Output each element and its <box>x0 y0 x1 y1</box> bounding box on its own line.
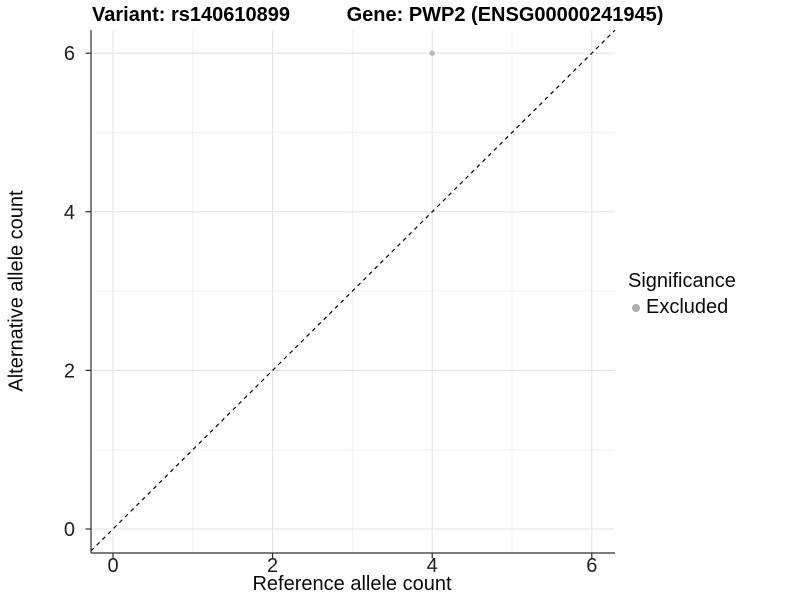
plot-title-variant: Variant: rs140610899 <box>92 4 290 26</box>
y-tick-label: 4 <box>64 202 75 224</box>
x-axis-title: Reference allele count <box>252 573 452 595</box>
plot-title-gene: Gene: PWP2 (ENSG00000241945) <box>346 4 664 26</box>
x-tick-label: 4 <box>427 555 438 577</box>
legend: Significance Excluded <box>628 270 736 319</box>
x-tick-label: 0 <box>107 555 118 577</box>
x-tick-label: 6 <box>586 555 597 577</box>
excluded-marker-icon <box>632 303 640 312</box>
identity-reference-line <box>90 29 616 552</box>
legend-item-excluded: Excluded <box>628 296 736 319</box>
y-tick-label: 2 <box>64 360 75 382</box>
data-point <box>429 50 435 56</box>
y-tick-label: 0 <box>64 519 75 541</box>
y-axis-title: Alternative allele count <box>5 190 28 392</box>
x-tick-label: 2 <box>267 555 278 577</box>
y-tick-label: 6 <box>64 43 75 65</box>
legend-item-label: Excluded <box>646 296 729 318</box>
legend-title: Significance <box>628 270 736 292</box>
